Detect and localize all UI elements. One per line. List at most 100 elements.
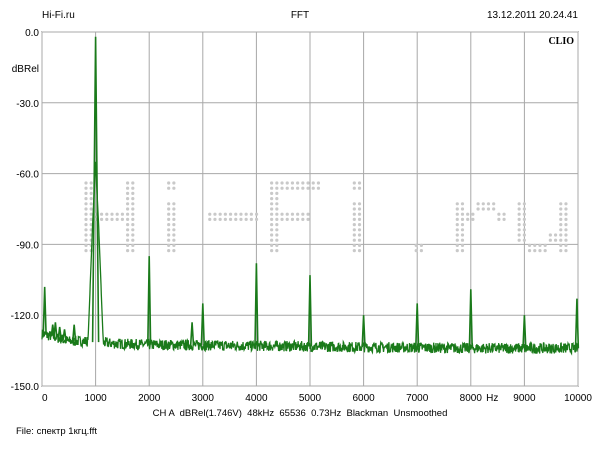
watermark-dot bbox=[167, 186, 171, 190]
watermark-dot bbox=[301, 217, 305, 221]
watermark-dot bbox=[517, 233, 521, 237]
watermark-dot bbox=[84, 217, 88, 221]
watermark-dot bbox=[84, 202, 88, 206]
watermark-dot bbox=[285, 186, 289, 190]
watermark-dot bbox=[84, 212, 88, 216]
watermark-dot bbox=[559, 202, 563, 206]
tick-labels: 0.0 -30.0 -60.0 -90.0 -120.0 -150.00 1000 2000 3… bbox=[11, 28, 593, 404]
watermark-dot bbox=[110, 217, 114, 221]
watermark-dot bbox=[270, 207, 274, 211]
watermark-dot bbox=[481, 207, 485, 211]
y-tick-label: -60.0 bbox=[16, 170, 39, 181]
sample-rate: 48kHz bbox=[247, 408, 275, 419]
watermark-dot bbox=[100, 212, 104, 216]
watermark-dot bbox=[522, 238, 526, 242]
watermark-dot bbox=[270, 212, 274, 216]
channel: CH A bbox=[152, 408, 175, 419]
watermark-dot bbox=[564, 207, 568, 211]
watermark-dot bbox=[275, 212, 279, 216]
watermark-dot bbox=[559, 238, 563, 242]
watermark-dot bbox=[564, 238, 568, 242]
watermark-dot bbox=[301, 181, 305, 185]
watermark-dot bbox=[522, 212, 526, 216]
watermark-dot bbox=[357, 223, 362, 227]
watermark-dot bbox=[492, 207, 496, 211]
spectral-peak bbox=[574, 298, 580, 349]
watermark-dot bbox=[167, 228, 171, 232]
x-tick-label: 4000 bbox=[245, 393, 268, 404]
watermark-dot bbox=[234, 217, 238, 221]
watermark-dot bbox=[455, 207, 459, 211]
watermark-dot bbox=[471, 212, 475, 216]
spectral-peak bbox=[57, 326, 62, 339]
reference-level: dBRel(1.746V) bbox=[179, 408, 242, 419]
watermark-dot bbox=[486, 202, 491, 206]
watermark-dot bbox=[270, 181, 274, 185]
watermark-dot bbox=[460, 233, 465, 237]
watermark-dot bbox=[208, 217, 212, 221]
watermark-dot bbox=[84, 207, 88, 211]
watermark-dot bbox=[460, 238, 465, 242]
watermark-dot bbox=[357, 186, 362, 190]
watermark-dot bbox=[419, 249, 423, 253]
watermark-dot bbox=[89, 186, 93, 190]
watermark-dot bbox=[559, 212, 563, 216]
watermark-dot bbox=[559, 233, 563, 237]
watermark-dot bbox=[538, 243, 542, 247]
watermark-dot bbox=[548, 238, 552, 242]
watermark-dot bbox=[131, 186, 135, 190]
x-tick-label: 1000 bbox=[84, 393, 107, 404]
watermark-dot bbox=[280, 181, 284, 185]
watermark-dot bbox=[352, 243, 356, 247]
watermark-dot bbox=[254, 212, 259, 216]
watermark-dot bbox=[564, 233, 568, 237]
watermark-dot bbox=[172, 249, 176, 253]
watermark-dot bbox=[352, 238, 356, 242]
watermark-dot bbox=[301, 186, 305, 190]
watermark-dot bbox=[352, 228, 356, 232]
watermark-dot bbox=[126, 217, 130, 221]
watermark-dot bbox=[306, 212, 310, 216]
watermark-dot bbox=[275, 181, 279, 185]
watermark-dot bbox=[517, 238, 521, 242]
x-tick-label: 2000 bbox=[138, 393, 161, 404]
watermark-dot bbox=[357, 238, 362, 242]
watermark-dot bbox=[249, 212, 253, 216]
watermark-dot bbox=[115, 217, 119, 221]
spectral-peak bbox=[200, 303, 205, 346]
watermark-dot bbox=[301, 212, 305, 216]
watermark-dot bbox=[167, 249, 171, 253]
x-tick-label: 7000 bbox=[406, 393, 429, 404]
watermark-dot bbox=[275, 233, 279, 237]
watermark-dot bbox=[460, 228, 465, 232]
watermark-dot bbox=[522, 223, 526, 227]
file-info: File: спектр 1кгц.fft bbox=[16, 426, 97, 437]
watermark-dot bbox=[172, 207, 176, 211]
watermark-dot bbox=[213, 217, 217, 221]
watermark-dot bbox=[275, 217, 279, 221]
watermark-dot bbox=[460, 207, 465, 211]
watermark-dot bbox=[120, 212, 124, 216]
watermark-dot bbox=[559, 228, 563, 232]
watermark-dot bbox=[275, 197, 279, 201]
watermark-dot bbox=[228, 212, 233, 216]
watermark-dot bbox=[275, 249, 279, 253]
watermark-dot bbox=[244, 217, 248, 221]
spectral-peak bbox=[189, 322, 195, 346]
watermark-dot bbox=[270, 197, 274, 201]
clio-brand-label: CLIO bbox=[548, 36, 574, 47]
watermark-dot bbox=[167, 212, 171, 216]
watermark-dot bbox=[290, 217, 295, 221]
watermark-dot bbox=[352, 233, 356, 237]
watermark bbox=[84, 181, 568, 253]
watermark-dot bbox=[213, 212, 217, 216]
watermark-dot bbox=[564, 217, 568, 221]
watermark-dot bbox=[126, 191, 130, 195]
watermark-dot bbox=[275, 202, 279, 206]
watermark-dot bbox=[559, 249, 563, 253]
file-name: спектр 1кгц.fft bbox=[36, 426, 98, 437]
watermark-dot bbox=[131, 207, 135, 211]
watermark-dot bbox=[543, 243, 547, 247]
smoothing: Unsmoothed bbox=[393, 408, 448, 419]
watermark-dot bbox=[460, 212, 465, 216]
